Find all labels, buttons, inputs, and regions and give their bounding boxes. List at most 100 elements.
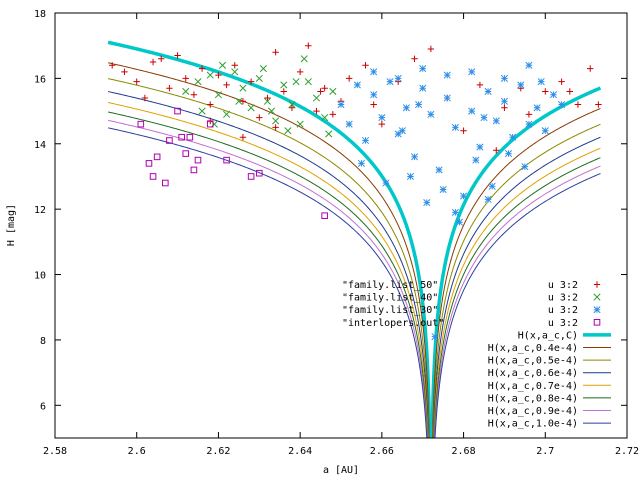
data-point bbox=[480, 114, 488, 122]
data-point bbox=[500, 74, 508, 82]
data-point bbox=[255, 169, 263, 177]
data-point bbox=[435, 166, 443, 174]
data-point bbox=[231, 62, 238, 69]
data-point bbox=[386, 78, 394, 86]
curve-left bbox=[108, 91, 429, 438]
data-point bbox=[504, 150, 513, 158]
data-point bbox=[272, 124, 279, 131]
data-point bbox=[256, 114, 263, 121]
data-point bbox=[525, 120, 533, 128]
data-point bbox=[247, 78, 255, 85]
plot-frame bbox=[54, 12, 628, 439]
legend-series-using: u 3:2 bbox=[548, 280, 578, 291]
data-point bbox=[284, 127, 292, 135]
data-point bbox=[484, 87, 492, 96]
data-point bbox=[145, 160, 153, 167]
data-point bbox=[239, 134, 247, 141]
legend-series-name: "family.list_40" bbox=[342, 293, 438, 304]
data-point bbox=[215, 71, 222, 79]
data-point bbox=[549, 91, 558, 99]
curve-left bbox=[107, 40, 432, 438]
ticks-layer: 2.58 2.6 2.62 2.64 2.66 2.68 2.7 2.72 6 8 10 12 14 16… bbox=[34, 9, 639, 457]
data-point bbox=[370, 68, 378, 76]
x-tick-label: 2.66 bbox=[370, 446, 394, 457]
data-point bbox=[158, 55, 165, 62]
data-point bbox=[223, 81, 230, 89]
data-point bbox=[166, 84, 173, 92]
data-point bbox=[451, 123, 459, 131]
data-point bbox=[468, 107, 476, 115]
data-point bbox=[198, 107, 206, 115]
data-point bbox=[525, 111, 533, 118]
data-point bbox=[223, 156, 230, 164]
data-point bbox=[247, 104, 255, 112]
y-tick-label: 10 bbox=[34, 271, 46, 282]
data-point bbox=[427, 45, 435, 53]
data-point bbox=[304, 78, 312, 86]
legend-curve-name: H(x,a_c,0.9e-4) bbox=[488, 406, 578, 417]
curve-right bbox=[430, 86, 602, 438]
data-point bbox=[247, 173, 255, 180]
data-point bbox=[141, 94, 149, 102]
curve-left bbox=[108, 111, 429, 438]
y-tick-label: 6 bbox=[40, 401, 46, 412]
data-point bbox=[537, 78, 545, 86]
data-point bbox=[361, 136, 370, 145]
data-point bbox=[149, 173, 157, 180]
y-tick-label: 8 bbox=[40, 336, 46, 347]
data-point bbox=[517, 81, 525, 89]
legend-curve-name: H(x,a_c,1.0e-4) bbox=[488, 419, 578, 430]
x-tick-label: 2.64 bbox=[288, 446, 312, 457]
data-point bbox=[321, 84, 328, 92]
y-tick-label: 14 bbox=[34, 140, 46, 151]
data-point bbox=[292, 78, 300, 86]
data-point bbox=[149, 58, 157, 66]
data-point bbox=[419, 65, 427, 73]
legend: "family.list_50" u 3:2"family.list_40" u 3… bbox=[342, 280, 611, 430]
data-point bbox=[194, 156, 202, 164]
data-point bbox=[174, 107, 181, 115]
curve-left bbox=[108, 119, 428, 438]
data-point bbox=[317, 88, 324, 95]
data-point bbox=[378, 114, 386, 122]
data-point bbox=[267, 107, 276, 115]
data-point bbox=[264, 94, 271, 102]
data-point bbox=[593, 306, 601, 314]
data-point bbox=[468, 68, 476, 76]
data-point bbox=[300, 55, 308, 63]
data-point bbox=[239, 98, 247, 105]
data-point bbox=[460, 192, 468, 200]
x-tick-label: 2.72 bbox=[615, 446, 639, 457]
data-point bbox=[194, 78, 202, 86]
data-point bbox=[280, 81, 288, 89]
curves-layer bbox=[107, 40, 602, 438]
curve-left bbox=[108, 127, 428, 438]
data-point bbox=[190, 91, 198, 98]
legend-series-using: u 3:2 bbox=[548, 305, 578, 316]
data-point bbox=[325, 130, 333, 138]
y-tick-label: 18 bbox=[34, 9, 46, 20]
data-point bbox=[533, 104, 541, 112]
legend-curve-name: H(x,a_c,0.7e-4) bbox=[488, 381, 578, 392]
data-point bbox=[443, 94, 451, 102]
data-point bbox=[593, 281, 601, 288]
data-point bbox=[190, 166, 198, 174]
x-axis-label: a [AU] bbox=[323, 465, 359, 476]
data-point bbox=[521, 163, 529, 171]
data-point bbox=[593, 293, 601, 301]
data-point bbox=[484, 195, 492, 203]
data-point bbox=[443, 71, 451, 79]
curve-left bbox=[108, 78, 430, 438]
data-point bbox=[370, 91, 378, 99]
data-point bbox=[223, 110, 231, 118]
data-point bbox=[288, 104, 296, 112]
points-layer bbox=[109, 42, 602, 341]
data-point bbox=[431, 333, 439, 341]
x-tick-label: 2.62 bbox=[206, 446, 230, 457]
data-point bbox=[255, 74, 263, 82]
y-tick-label: 12 bbox=[34, 205, 46, 216]
data-point bbox=[493, 147, 500, 154]
legend-series-using: u 3:2 bbox=[548, 318, 578, 329]
data-point bbox=[488, 182, 496, 190]
